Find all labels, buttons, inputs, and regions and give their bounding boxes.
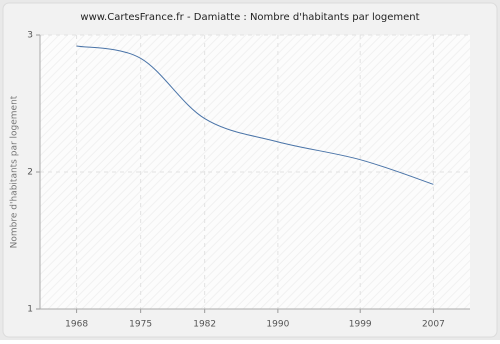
x-tick-label: 1990 <box>266 320 289 330</box>
x-tick-label: 1999 <box>349 320 372 330</box>
x-tick-label: 2007 <box>422 320 445 330</box>
x-tick-label: 1982 <box>193 320 216 330</box>
data-line <box>76 45 434 185</box>
y-tick-label: 2 <box>27 168 33 178</box>
x-tick-label: 1975 <box>129 320 152 330</box>
y-axis-label: Nombre d'habitants par logement <box>10 95 20 248</box>
y-tick-label: 3 <box>27 31 33 41</box>
x-tick-label: 1968 <box>65 320 88 330</box>
chart-title: www.CartesFrance.fr - Damiatte : Nombre … <box>80 12 419 23</box>
y-tick-label: 1 <box>27 305 33 315</box>
